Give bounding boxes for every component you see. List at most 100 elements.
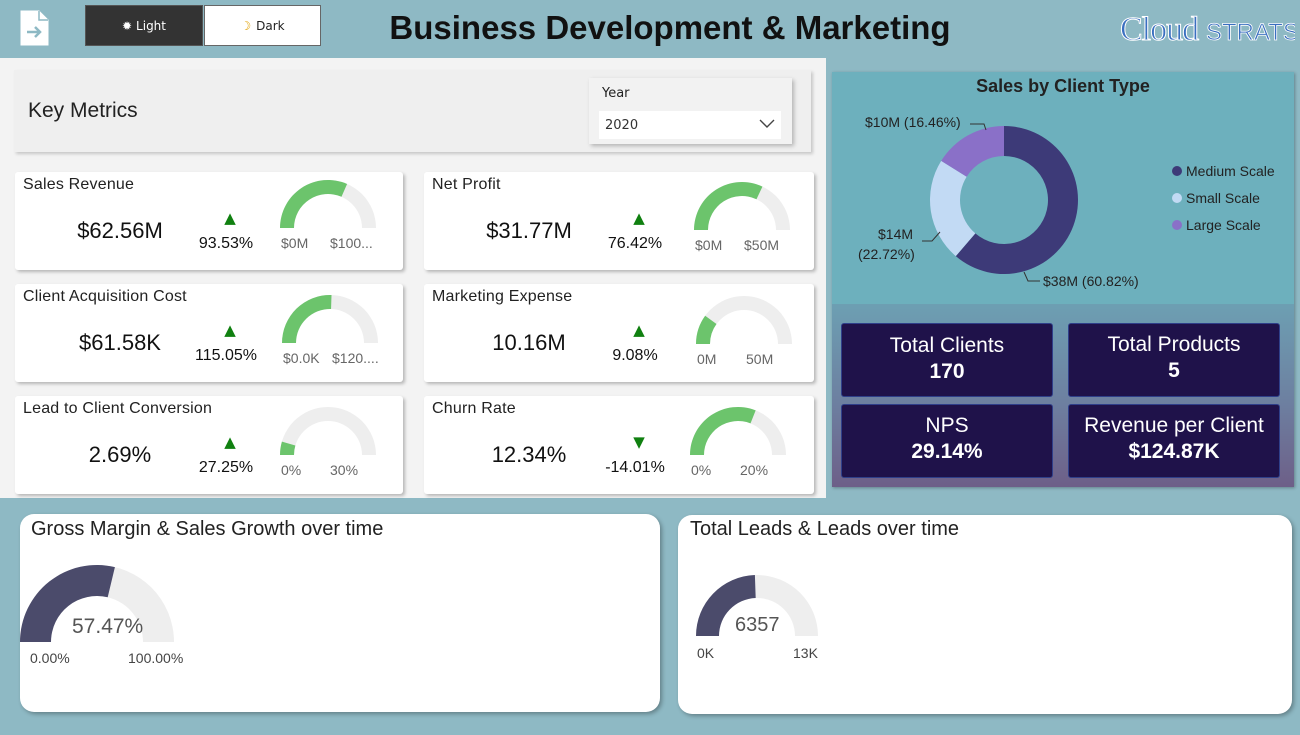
metric-title: Client Acquisition Cost bbox=[23, 288, 187, 305]
kpi-label: NPS bbox=[925, 414, 969, 437]
gauge-min-label: $0M bbox=[695, 237, 723, 253]
svg-text:Cloud: Cloud bbox=[1120, 11, 1199, 48]
trend-up-icon: ▲ bbox=[633, 321, 645, 339]
kpi-label: Total Products bbox=[1107, 333, 1241, 356]
gauge-fill bbox=[694, 182, 763, 230]
gauge-track bbox=[696, 296, 792, 344]
gross-margin-max: 100.00% bbox=[128, 650, 184, 666]
gauge-fill bbox=[696, 575, 756, 636]
sun-icon: ✹ bbox=[121, 18, 133, 33]
donut-slice-medium-scale[interactable] bbox=[955, 126, 1078, 274]
gauge-max-label: $100... bbox=[330, 235, 373, 251]
gauge-fill bbox=[690, 407, 756, 455]
metric-change: -14.01% bbox=[605, 459, 665, 476]
leader-line-medium bbox=[1023, 271, 1040, 282]
gauge-min-label: 0M bbox=[697, 351, 717, 367]
light-theme-button[interactable]: ✹ Light bbox=[85, 5, 203, 46]
metric-gauge bbox=[696, 296, 792, 344]
kpi-value: 29.14% bbox=[911, 440, 983, 463]
metric-gauge bbox=[282, 295, 378, 343]
key-metrics-title: Key Metrics bbox=[28, 99, 138, 122]
donut-slice-large-scale[interactable] bbox=[941, 126, 1004, 177]
dark-theme-label: Dark bbox=[256, 18, 285, 33]
kpi-value: 170 bbox=[929, 360, 965, 383]
metric-change: 115.05% bbox=[195, 347, 257, 364]
metric-value: 10.16M bbox=[492, 330, 566, 355]
kpi-label: Total Clients bbox=[889, 334, 1005, 357]
leads-min: 0K bbox=[697, 645, 715, 661]
legend-item-medium[interactable]: Medium Scale bbox=[1172, 163, 1275, 179]
leads-value: 6357 bbox=[735, 614, 780, 636]
metric-value: $61.58K bbox=[79, 330, 161, 355]
metric-value: 2.69% bbox=[88, 442, 152, 467]
leads-title: Total Leads & Leads over time bbox=[690, 518, 960, 540]
kpi-label: Revenue per Client bbox=[1084, 414, 1264, 437]
gross-margin-value: 57.47% bbox=[72, 615, 144, 638]
gauge-min-label: $0M bbox=[281, 235, 309, 251]
metric-title: Net Profit bbox=[432, 176, 501, 193]
gauge-max-label: $50M bbox=[744, 237, 780, 253]
metric-value: $62.56M bbox=[77, 218, 163, 243]
svg-text:STRATS: STRATS bbox=[1206, 19, 1295, 46]
kpi-total-clients: Total Clients 170 bbox=[841, 323, 1053, 397]
donut-label-large: $10M (16.46%) bbox=[865, 114, 961, 130]
donut-chart-title: Sales by Client Type bbox=[976, 76, 1150, 96]
donut-slice-small-scale[interactable] bbox=[930, 160, 976, 257]
year-value: 2020 bbox=[605, 117, 639, 133]
gross-margin-card bbox=[20, 514, 660, 712]
leads-card bbox=[678, 515, 1292, 714]
metric-change: 93.53% bbox=[198, 235, 254, 252]
donut-legend: Medium Scale Small Scale Large Scale bbox=[1172, 163, 1275, 233]
year-dropdown[interactable]: 2020 bbox=[599, 111, 781, 139]
leads-gauge bbox=[696, 575, 818, 636]
trend-up-icon: ▲ bbox=[224, 433, 236, 451]
chevron-down-icon bbox=[759, 118, 775, 133]
gauge-fill bbox=[280, 180, 348, 228]
gauge-max-label: 20% bbox=[740, 462, 769, 478]
gauge-min-label: 0% bbox=[691, 462, 712, 478]
legend-item-small[interactable]: Small Scale bbox=[1172, 190, 1275, 206]
metric-change: 9.08% bbox=[612, 347, 658, 364]
trend-up-icon: ▲ bbox=[633, 209, 645, 227]
dark-theme-button[interactable]: ☽ Dark bbox=[204, 5, 321, 46]
brand-logo: Cloud STRATS bbox=[1120, 8, 1300, 49]
legend-swatch bbox=[1172, 193, 1182, 203]
gauge-min-label: 0% bbox=[281, 462, 302, 478]
gross-margin-title: Gross Margin & Sales Growth over time bbox=[31, 518, 384, 540]
metric-gauge bbox=[694, 182, 790, 230]
legend-swatch bbox=[1172, 166, 1182, 176]
metric-gauge bbox=[280, 407, 376, 455]
legend-item-large[interactable]: Large Scale bbox=[1172, 217, 1275, 233]
gauge-fill bbox=[20, 565, 115, 642]
gauge-fill bbox=[280, 441, 296, 455]
year-label: Year bbox=[602, 86, 630, 101]
gauge-track bbox=[280, 407, 376, 455]
legend-label: Medium Scale bbox=[1186, 163, 1275, 179]
donut-label-medium: $38M (60.82%) bbox=[1043, 273, 1139, 289]
export-icon[interactable] bbox=[18, 10, 50, 46]
legend-swatch bbox=[1172, 220, 1182, 230]
metric-title: Marketing Expense bbox=[432, 288, 573, 305]
metric-title: Churn Rate bbox=[432, 400, 516, 417]
gauge-fill bbox=[696, 315, 717, 344]
kpi-revenue-per-client: Revenue per Client $124.87K bbox=[1068, 404, 1280, 478]
page-title: Business Development & Marketing bbox=[389, 9, 951, 46]
gauge-max-label: 50M bbox=[746, 351, 774, 367]
metric-value: 12.34% bbox=[491, 442, 567, 467]
leader-line-large bbox=[970, 123, 987, 131]
metric-gauge bbox=[690, 407, 786, 455]
gauge-fill bbox=[282, 295, 332, 343]
kpi-value: $124.87K bbox=[1128, 440, 1220, 463]
metric-value: $31.77M bbox=[486, 218, 572, 243]
gauge-max-label: 30% bbox=[330, 462, 359, 478]
legend-label: Large Scale bbox=[1186, 217, 1261, 233]
gauge-max-label: $120.... bbox=[332, 350, 379, 366]
kpi-nps: NPS 29.14% bbox=[841, 404, 1053, 478]
trend-up-icon: ▲ bbox=[224, 321, 236, 339]
client-type-donut bbox=[922, 123, 1078, 282]
gauge-min-label: $0.0K bbox=[283, 350, 320, 366]
metric-gauge bbox=[280, 180, 376, 228]
leads-max: 13K bbox=[793, 645, 818, 661]
metric-change: 27.25% bbox=[198, 459, 254, 476]
metric-title: Sales Revenue bbox=[23, 176, 135, 193]
